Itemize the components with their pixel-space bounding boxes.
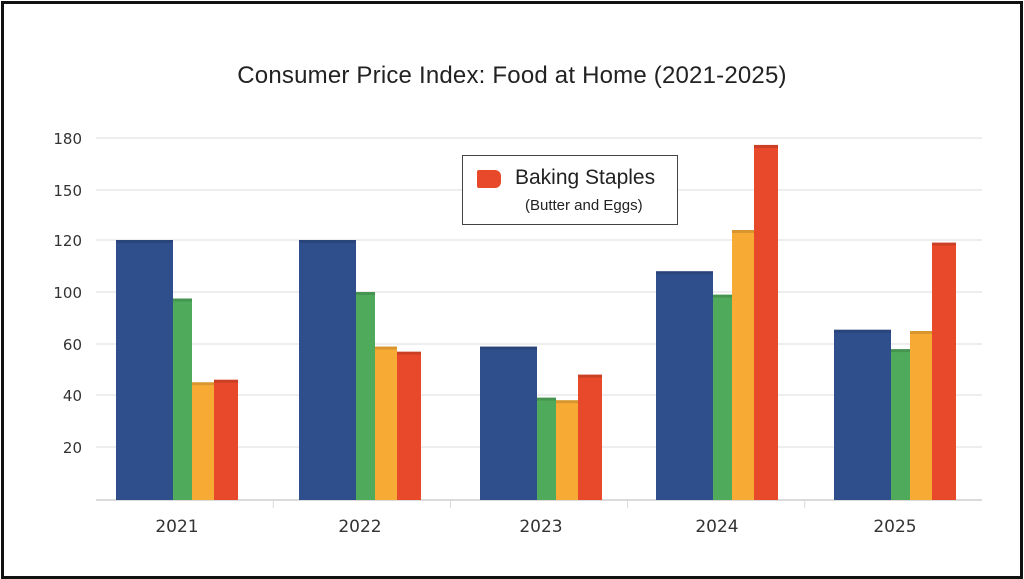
bar-cap xyxy=(397,351,421,355)
x-tick-label: 2022 xyxy=(338,517,381,537)
bar-2021-series-4 xyxy=(214,379,238,500)
bar-2025-series-4 xyxy=(932,242,956,500)
legend-label: Baking Staples xyxy=(515,166,656,189)
bar-cap xyxy=(578,374,602,378)
bar-cap xyxy=(116,240,173,243)
x-tick-label: 2025 xyxy=(873,517,916,537)
bar-2024-series-2 xyxy=(713,294,732,500)
bar-cap xyxy=(192,382,214,386)
bar-2021-series-2 xyxy=(173,298,192,500)
bar-2023-series-1 xyxy=(480,346,537,500)
bar-2023-series-3 xyxy=(556,400,578,500)
y-tick-label: 20 xyxy=(63,439,82,457)
bar-2022-series-4 xyxy=(397,351,421,500)
bar-chart: 20 40 60 100 120 150 180 2021 2022 2023 2024 2025 xyxy=(53,130,982,537)
legend: Baking Staples (Butter and Eggs) xyxy=(462,155,678,225)
bar-cap xyxy=(932,242,956,246)
y-tick-label: 60 xyxy=(63,336,82,354)
bar-2025-series-3 xyxy=(910,331,932,500)
bar-cap xyxy=(834,329,891,333)
bar-2021-series-3 xyxy=(192,382,214,500)
bar-2024-series-3 xyxy=(732,230,754,500)
bar-2025-series-1 xyxy=(834,329,891,500)
bar-2023-series-2 xyxy=(537,397,556,500)
bar-2024-series-4 xyxy=(754,144,778,500)
bar-cap xyxy=(910,331,932,334)
bar-2022-series-2 xyxy=(356,292,375,500)
bar-cap xyxy=(214,379,238,383)
legend-sublabel: (Butter and Eggs) xyxy=(525,197,643,214)
bar-2022-series-3 xyxy=(375,346,397,500)
y-tick-label: 40 xyxy=(63,387,82,405)
bar-2022-series-1 xyxy=(299,240,356,500)
bar-2023-series-4 xyxy=(578,374,602,500)
chart-title: Consumer Price Index: Food at Home (2021… xyxy=(237,62,787,89)
bar-cap xyxy=(656,271,713,275)
bar-cap xyxy=(173,298,192,302)
bar-cap xyxy=(556,400,578,404)
y-tick-label: 150 xyxy=(53,182,82,200)
x-tick-label: 2024 xyxy=(695,517,738,537)
x-tick-label: 2021 xyxy=(155,517,198,537)
y-tick-label: 120 xyxy=(53,232,82,250)
x-tick-label: 2023 xyxy=(519,517,562,537)
bar-2024-series-1 xyxy=(656,271,713,500)
bar-2025-series-2 xyxy=(891,349,910,500)
bar-cap xyxy=(713,294,732,298)
bar-cap xyxy=(480,346,537,350)
bar-2021-series-1 xyxy=(116,240,173,500)
bar-cap xyxy=(356,292,375,295)
bar-cap xyxy=(299,240,356,243)
bar-cap xyxy=(754,144,778,148)
y-tick-label: 100 xyxy=(53,284,82,302)
bar-cap xyxy=(375,346,397,350)
bar-cap xyxy=(732,230,754,233)
bar-cap xyxy=(537,397,556,401)
bar-cap xyxy=(891,349,910,353)
legend-swatch xyxy=(477,170,501,188)
y-tick-label: 180 xyxy=(53,130,82,148)
